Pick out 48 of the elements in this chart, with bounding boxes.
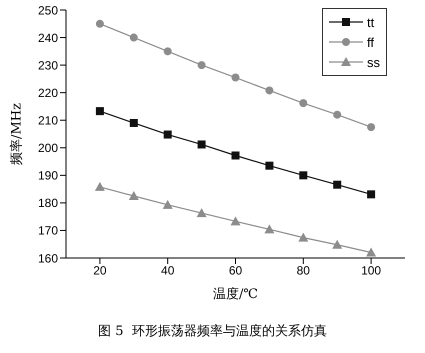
point	[299, 99, 308, 108]
y-tick-label: 230	[38, 58, 58, 72]
y-tick-label: 200	[38, 141, 58, 156]
y-axis-title: 频率/MHz	[8, 102, 25, 165]
point	[298, 232, 308, 242]
point	[230, 216, 240, 226]
point	[96, 20, 104, 28]
point	[367, 123, 376, 132]
x-tick-label: 60	[228, 264, 242, 278]
point	[232, 151, 240, 160]
point	[333, 110, 342, 119]
point	[299, 171, 308, 180]
y-tick-label: 240	[38, 30, 58, 45]
x-tick-label: 20	[93, 264, 107, 278]
legend-label: ff	[367, 34, 374, 50]
point	[128, 191, 139, 200]
x-tick-label: 100	[361, 264, 382, 278]
point	[198, 140, 206, 148]
point	[265, 162, 274, 170]
point	[196, 208, 207, 218]
x-tick-label: 80	[296, 264, 310, 278]
point	[96, 107, 104, 116]
point	[130, 118, 138, 127]
y-tick-label: 250	[38, 3, 58, 18]
x-tick-label: 40	[161, 264, 175, 278]
point	[366, 247, 376, 256]
point	[332, 240, 342, 249]
point	[162, 200, 173, 209]
y-tick-label: 170	[38, 224, 58, 238]
caption: 图 5 环形振荡器频率与温度的关系仿真	[97, 323, 328, 340]
y-tick-label: 190	[38, 168, 58, 183]
point	[164, 130, 172, 139]
x-axis-title: 温度/℃	[213, 286, 258, 302]
legend-label: tt	[367, 14, 374, 30]
point	[130, 34, 138, 42]
point	[333, 180, 342, 189]
point	[198, 61, 206, 70]
point	[164, 47, 172, 56]
y-tick-label: 180	[38, 196, 58, 210]
point	[264, 224, 274, 234]
y-tick-label: 220	[38, 86, 58, 100]
point	[94, 182, 105, 191]
legend-label: ss	[367, 54, 380, 70]
y-tick-label: 210	[38, 113, 58, 128]
y-tick-label: 160	[38, 251, 58, 266]
point	[265, 86, 274, 94]
point	[232, 74, 240, 82]
point	[367, 190, 376, 198]
